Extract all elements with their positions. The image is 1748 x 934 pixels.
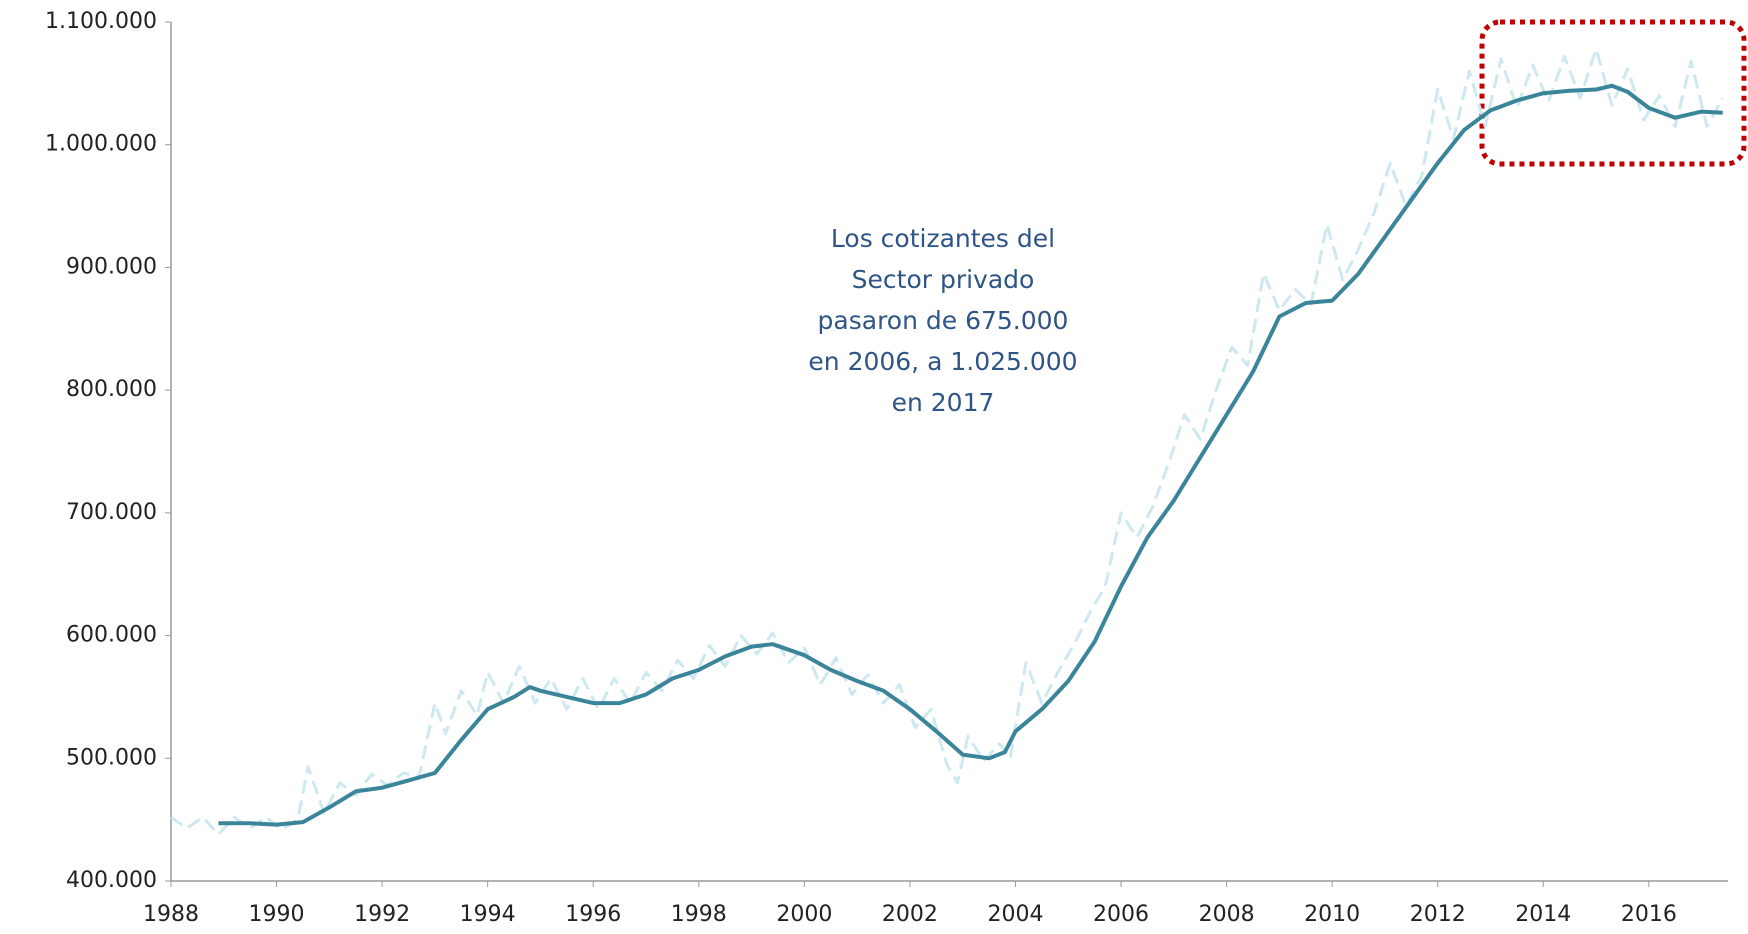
x-tick-label: 2002 bbox=[882, 902, 938, 927]
y-tick-label: 500.000 bbox=[66, 745, 157, 770]
y-tick-label: 1.100.000 bbox=[45, 9, 157, 34]
trend-line bbox=[218, 83, 1723, 827]
x-tick-label: 1998 bbox=[671, 902, 727, 927]
x-tick-label: 2006 bbox=[1093, 902, 1149, 927]
x-tick-label: 2010 bbox=[1304, 902, 1360, 927]
x-tick-label: 1994 bbox=[460, 902, 516, 927]
y-tick-label: 600.000 bbox=[66, 623, 157, 648]
x-tick-label: 2008 bbox=[1199, 902, 1255, 927]
x-tick-label: 2016 bbox=[1621, 902, 1677, 927]
y-tick-label: 1.000.000 bbox=[45, 132, 157, 157]
y-tick-label: 900.000 bbox=[66, 254, 157, 279]
y-tick-label: 700.000 bbox=[66, 500, 157, 525]
x-tick-label: 2012 bbox=[1410, 902, 1466, 927]
annotation-line: en 2006, a 1.025.000 bbox=[808, 347, 1077, 376]
x-tick-label: 1992 bbox=[354, 902, 410, 927]
x-tick-label: 2004 bbox=[987, 902, 1043, 927]
x-tick-label: 2000 bbox=[776, 902, 832, 927]
y-tick-label: 800.000 bbox=[66, 377, 157, 402]
highlight-box bbox=[1479, 19, 1747, 167]
x-tick-label: 1988 bbox=[143, 902, 199, 927]
x-tick-label: 1990 bbox=[249, 902, 305, 927]
x-tick-label: 2014 bbox=[1515, 902, 1571, 927]
y-tick-label: 400.000 bbox=[66, 868, 157, 893]
annotation-line: pasaron de 675.000 bbox=[818, 306, 1069, 335]
annotation-line: en 2017 bbox=[892, 388, 995, 417]
annotation-line: Sector privado bbox=[852, 265, 1035, 294]
x-tick-label: 1996 bbox=[565, 902, 621, 927]
monthly-line bbox=[170, 47, 1725, 836]
annotation-line: Los cotizantes del bbox=[831, 224, 1055, 253]
